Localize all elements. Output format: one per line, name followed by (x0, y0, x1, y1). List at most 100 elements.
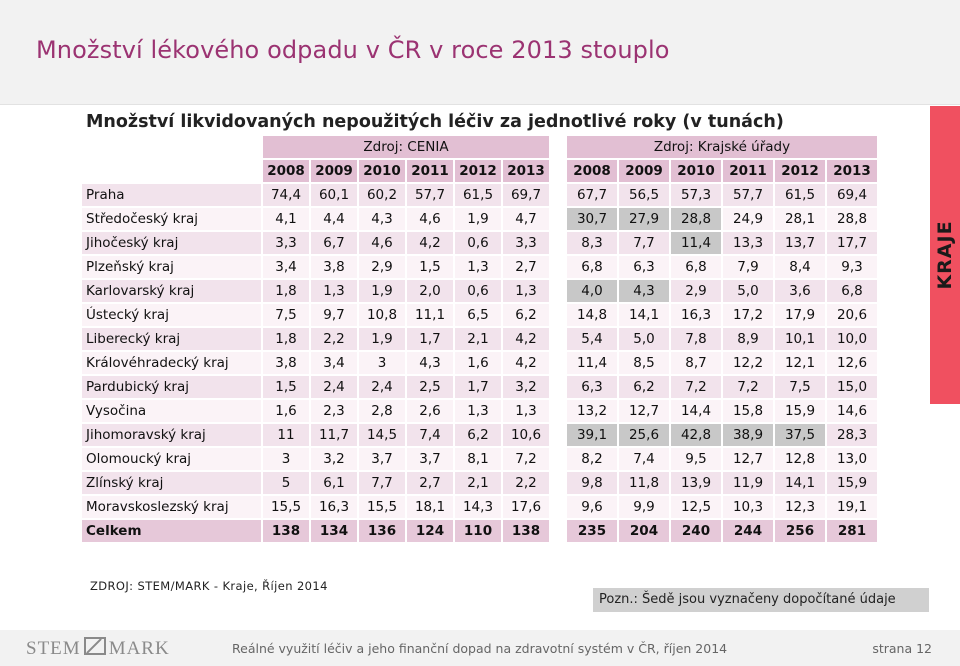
kraje-value: 7,7 (619, 232, 669, 254)
slide-header: Množství lékového odpadu v ČR v roce 201… (0, 0, 960, 105)
kraje-value: 67,7 (567, 184, 617, 206)
cenia-value: 6,2 (503, 304, 549, 326)
kraje-value: 9,9 (619, 496, 669, 518)
cenia-value: 3,8 (311, 256, 357, 278)
kraje-value: 14,6 (827, 400, 877, 422)
table-row: Karlovarský kraj 1,8 1,3 1,9 2,0 0,6 1,3 4,0 4,3… (82, 280, 877, 302)
column-gap (551, 256, 565, 278)
cenia-value: 4,7 (503, 208, 549, 230)
column-gap (551, 304, 565, 326)
cenia-value: 136 (359, 520, 405, 542)
cenia-value: 10,6 (503, 424, 549, 446)
kraje-value: 8,7 (671, 352, 721, 374)
cenia-value: 138 (263, 520, 309, 542)
note-box: Pozn.: Šedě jsou vyznačeny dopočítané úd… (593, 588, 929, 612)
kraje-value: 9,3 (827, 256, 877, 278)
kraje-value: 7,4 (619, 448, 669, 470)
cenia-value: 3,4 (311, 352, 357, 374)
column-gap (551, 352, 565, 374)
kraje-value: 13,2 (567, 400, 617, 422)
region-name: Středočeský kraj (82, 208, 261, 230)
cenia-value: 2,8 (359, 400, 405, 422)
cenia-value: 3,4 (263, 256, 309, 278)
cenia-value: 3,3 (503, 232, 549, 254)
cenia-value: 3,7 (407, 448, 453, 470)
column-gap (551, 160, 565, 182)
cenia-value: 7,7 (359, 472, 405, 494)
cenia-value: 2,7 (407, 472, 453, 494)
kraje-value: 17,9 (775, 304, 825, 326)
kraje-value: 38,9 (723, 424, 773, 446)
cenia-value: 6,1 (311, 472, 357, 494)
kraje-value: 9,8 (567, 472, 617, 494)
cenia-value: 4,1 (263, 208, 309, 230)
cenia-value: 2,4 (359, 376, 405, 398)
cenia-value: 4,6 (359, 232, 405, 254)
cenia-value: 1,5 (407, 256, 453, 278)
kraje-value: 240 (671, 520, 721, 542)
kraje-value: 4,0 (567, 280, 617, 302)
cenia-value: 7,5 (263, 304, 309, 326)
kraje-value: 16,3 (671, 304, 721, 326)
source-note: ZDROJ: STEM/MARK - Kraje, Říjen 2014 (90, 579, 328, 593)
cenia-value: 3 (359, 352, 405, 374)
kraje-value: 11,4 (567, 352, 617, 374)
cenia-value: 0,6 (455, 280, 501, 302)
header-spacer (82, 160, 261, 182)
kraje-value: 7,5 (775, 376, 825, 398)
year-header: 2009 (619, 160, 669, 182)
source-header-row: Zdroj: CENIA Zdroj: Krajské úřady (82, 136, 877, 158)
kraje-value: 204 (619, 520, 669, 542)
kraje-value: 15,8 (723, 400, 773, 422)
column-gap (551, 496, 565, 518)
table-row: Ústecký kraj 7,5 9,7 10,8 11,1 6,5 6,2 14,8 14,1… (82, 304, 877, 326)
kraje-value: 61,5 (775, 184, 825, 206)
cenia-value: 18,1 (407, 496, 453, 518)
cenia-value: 3,2 (311, 448, 357, 470)
table-row: Jihočeský kraj 3,3 6,7 4,6 4,2 0,6 3,3 8,3 7,7 11… (82, 232, 877, 254)
kraje-value: 69,4 (827, 184, 877, 206)
cenia-value: 9,7 (311, 304, 357, 326)
cenia-value: 2,6 (407, 400, 453, 422)
cenia-value: 8,1 (455, 448, 501, 470)
cenia-value: 1,3 (455, 400, 501, 422)
cenia-value: 1,3 (503, 280, 549, 302)
year-header: 2011 (723, 160, 773, 182)
year-header: 2013 (503, 160, 549, 182)
kraje-value: 10,3 (723, 496, 773, 518)
kraje-value: 6,2 (619, 376, 669, 398)
kraje-value: 13,7 (775, 232, 825, 254)
kraje-value: 6,8 (567, 256, 617, 278)
kraje-value: 6,8 (827, 280, 877, 302)
table-caption: Množství likvidovaných nepoužitých léčiv… (86, 112, 784, 132)
region-name: Karlovarský kraj (82, 280, 261, 302)
cenia-value: 6,5 (455, 304, 501, 326)
cenia-value: 1,9 (455, 208, 501, 230)
year-header: 2010 (359, 160, 405, 182)
cenia-value: 3,8 (263, 352, 309, 374)
kraje-value: 27,9 (619, 208, 669, 230)
cenia-value: 2,0 (407, 280, 453, 302)
kraje-value: 17,2 (723, 304, 773, 326)
kraje-value: 24,9 (723, 208, 773, 230)
kraje-value: 57,3 (671, 184, 721, 206)
source-kraje-header: Zdroj: Krajské úřady (567, 136, 877, 158)
kraje-value: 7,9 (723, 256, 773, 278)
cenia-value: 61,5 (455, 184, 501, 206)
footer: STEM MARK Reálné využití léčiv a jeho fin… (0, 630, 960, 666)
kraje-value: 6,8 (671, 256, 721, 278)
column-gap (551, 520, 565, 542)
kraje-value: 9,6 (567, 496, 617, 518)
cenia-value: 1,9 (359, 280, 405, 302)
year-header: 2012 (455, 160, 501, 182)
column-gap (551, 472, 565, 494)
kraje-value: 57,7 (723, 184, 773, 206)
column-gap (551, 328, 565, 350)
cenia-value: 3,7 (359, 448, 405, 470)
cenia-value: 10,8 (359, 304, 405, 326)
region-name: Liberecký kraj (82, 328, 261, 350)
cenia-value: 6,2 (455, 424, 501, 446)
kraje-value: 256 (775, 520, 825, 542)
column-gap (551, 136, 565, 158)
kraje-value: 14,8 (567, 304, 617, 326)
